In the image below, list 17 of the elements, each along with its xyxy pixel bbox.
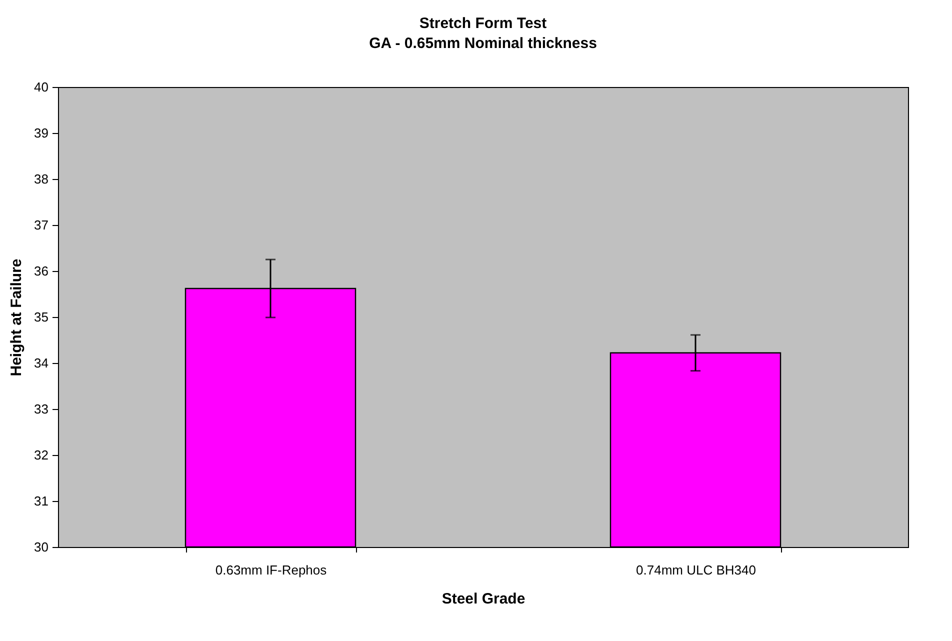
x-tick-label: 0.63mm IF-Rephos	[215, 562, 328, 578]
y-tick-label: 40	[34, 80, 48, 94]
y-tick-label: 36	[34, 264, 48, 278]
y-tick-label: 39	[34, 126, 48, 140]
y-tick-label: 35	[34, 310, 48, 324]
text: Stretch Form Test	[419, 15, 547, 32]
text: GA - 0.65mm Nominal thickness	[369, 35, 597, 52]
y-tick-label: 34	[34, 356, 48, 370]
y-tick-label: 38	[34, 172, 48, 186]
y-tick-label: 31	[34, 494, 48, 508]
y-tick-label: 30	[34, 540, 48, 554]
y-tick-label: 37	[34, 218, 48, 232]
x-axis-title: Steel Grade	[442, 590, 526, 608]
x-tick-label: 0.74mm ULC BH340	[636, 562, 756, 578]
y-tick-label: 33	[34, 402, 48, 416]
y-axis-title: Height at Failure	[8, 258, 26, 376]
y-tick-label: 32	[34, 448, 48, 462]
